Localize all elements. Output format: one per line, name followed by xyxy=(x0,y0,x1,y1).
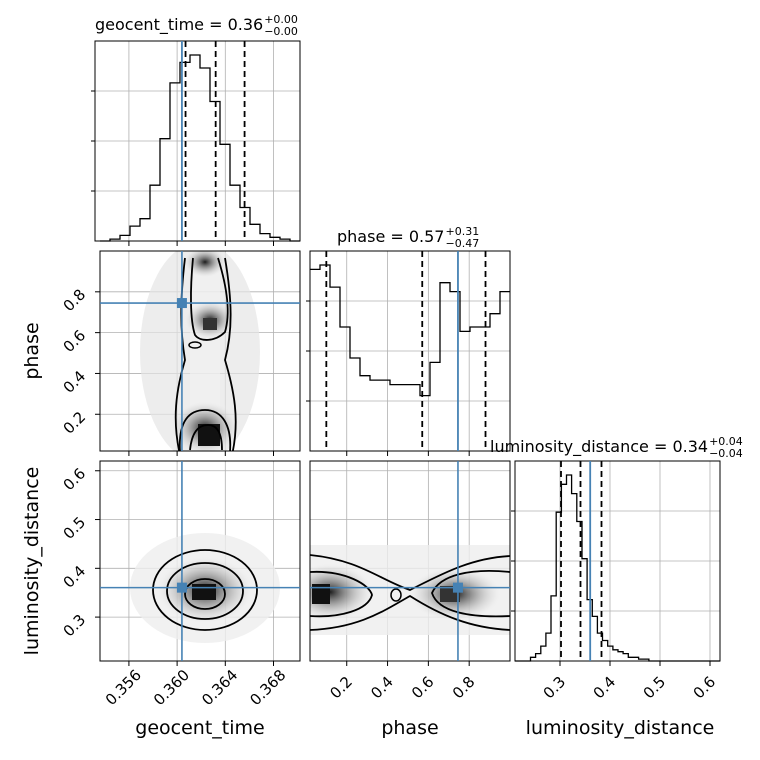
luminosity-distance-histogram-panel xyxy=(511,460,721,662)
geocent-time-vs-phase-panel xyxy=(99,250,301,452)
y-axis-label-phase: phase xyxy=(21,322,43,379)
luminosity_distance-title-lower-error: −0.04 xyxy=(709,447,743,460)
phase-histogram-steps xyxy=(310,264,510,397)
phase-y-tick-label: 0.2 xyxy=(60,408,90,438)
luminosity_distance-y-tick-label: 0.5 xyxy=(60,513,90,543)
x-axis-label-phase: phase xyxy=(381,717,438,739)
geocent_time-title: geocent_time = 0.36 xyxy=(95,15,263,35)
grid-lines xyxy=(306,251,510,451)
phase-title-lower-error: −0.47 xyxy=(445,237,479,250)
geocent-time-vs-luminosity-distance-panel xyxy=(99,460,301,662)
phase-tick-label: 0.4 xyxy=(367,673,397,703)
y-axis-label-luminosity-distance: luminosity_distance xyxy=(21,467,43,656)
grid-lines xyxy=(511,461,720,661)
luminosity_distance-tick-label: 0.3 xyxy=(540,673,570,703)
luminosity_distance-tick-label: 0.6 xyxy=(690,673,720,703)
geocent_time-histogram-steps xyxy=(100,54,300,242)
x-axis-label-luminosity-distance: luminosity_distance xyxy=(526,717,715,739)
geocent_time-tick-label: 0.360 xyxy=(150,666,193,709)
phase-vs-luminosity-distance-panel xyxy=(309,460,511,662)
phase-y-tick-label: 0.6 xyxy=(60,326,90,356)
phase-title: phase = 0.57 xyxy=(337,227,444,246)
geocent_time-title-lower-error: −0.00 xyxy=(264,25,298,38)
geocent-time-histogram-panel xyxy=(91,40,301,242)
phase-title-upper-error: +0.31 xyxy=(445,225,479,238)
truth-marker xyxy=(452,582,463,593)
geocent_time-tick-label: 0.368 xyxy=(246,666,289,709)
x-axis-label-geocent-time: geocent_time xyxy=(135,717,264,739)
luminosity_distance-tick-label: 0.4 xyxy=(590,673,620,703)
phase-tick-label: 0.2 xyxy=(326,673,356,703)
geocent_time-title-upper-error: +0.00 xyxy=(264,13,298,26)
luminosity_distance-y-tick-label: 0.3 xyxy=(60,611,90,641)
luminosity_distance-y-tick-label: 0.6 xyxy=(60,464,90,494)
truth-marker xyxy=(176,582,187,593)
truth-marker xyxy=(176,298,187,309)
luminosity_distance-tick-label: 0.5 xyxy=(640,673,670,703)
phase-tick-label: 0.6 xyxy=(408,673,438,703)
phase-y-tick-label: 0.4 xyxy=(60,367,90,397)
phase-tick-label: 0.8 xyxy=(449,673,479,703)
geocent_time-tick-label: 0.356 xyxy=(102,666,145,709)
luminosity_distance-histogram-steps xyxy=(515,474,720,662)
phase-histogram-panel xyxy=(306,250,511,452)
luminosity_distance-title-upper-error: +0.04 xyxy=(709,435,743,448)
luminosity_distance-y-tick-label: 0.4 xyxy=(60,562,90,592)
grid-lines xyxy=(91,41,300,241)
phase-y-tick-label: 0.8 xyxy=(60,285,90,315)
luminosity_distance-title: luminosity_distance = 0.34 xyxy=(490,437,708,457)
geocent_time-tick-label: 0.364 xyxy=(198,666,241,709)
